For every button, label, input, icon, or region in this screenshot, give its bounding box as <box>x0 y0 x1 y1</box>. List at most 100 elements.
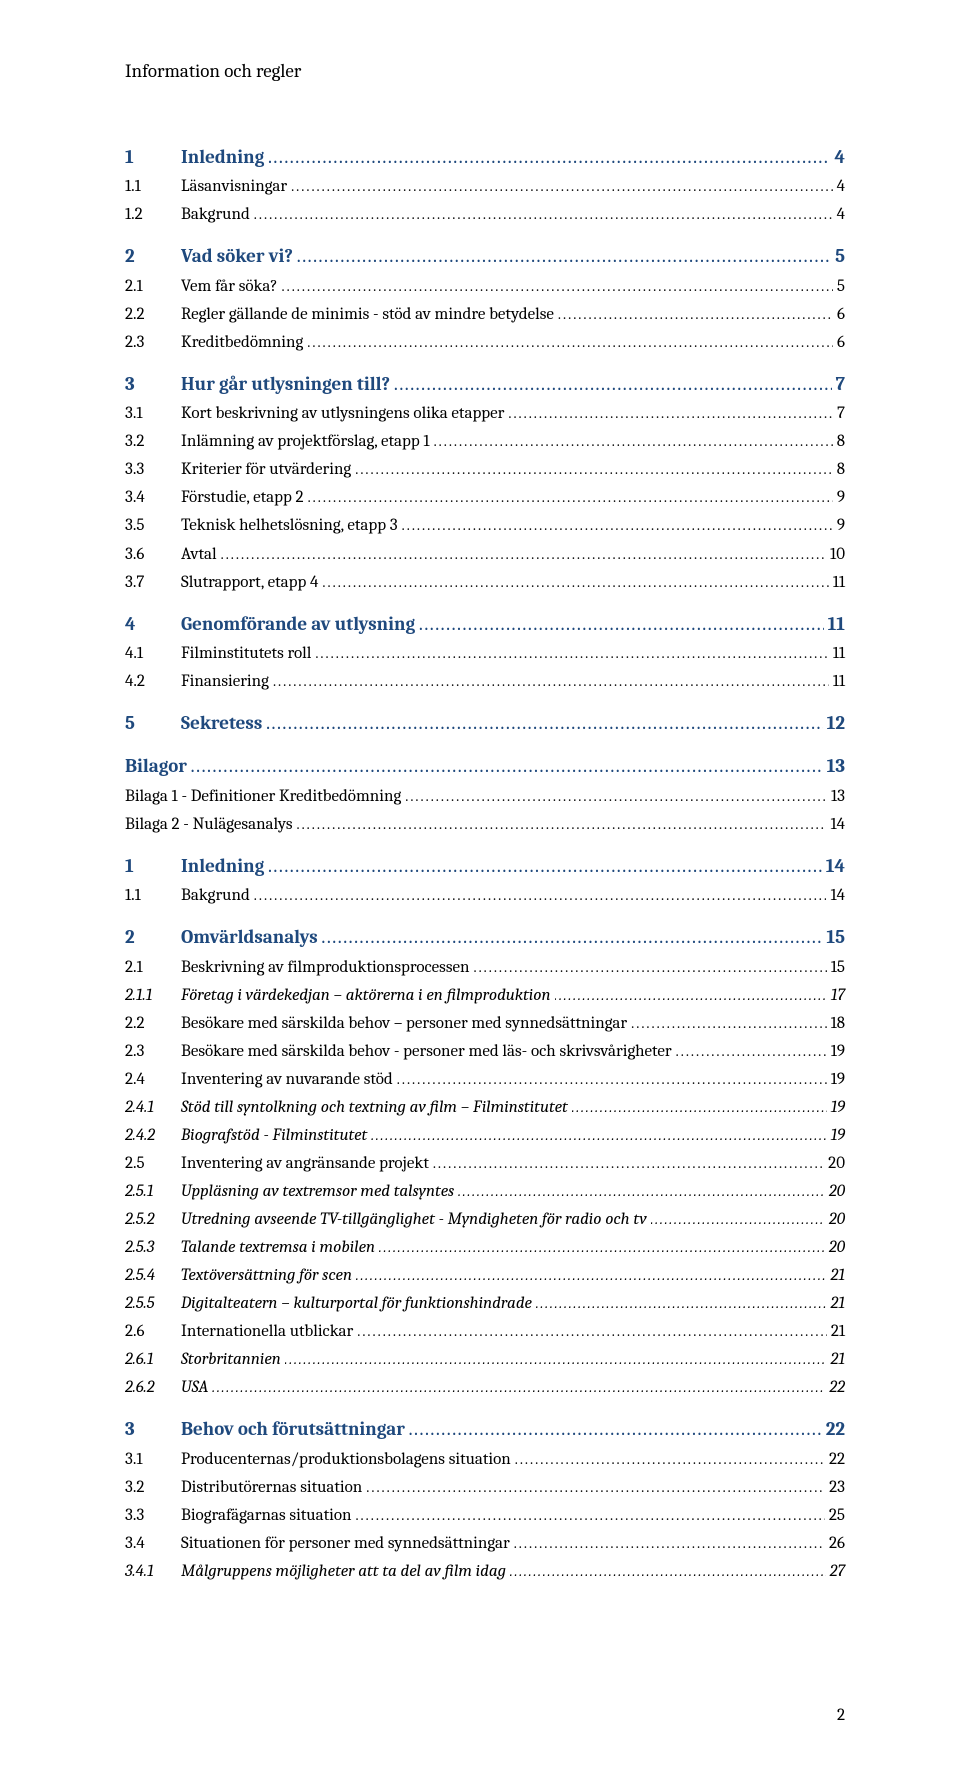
toc-leader-dots <box>307 330 833 355</box>
toc-entry: 3.1Kort beskrivning av utlysningens olik… <box>125 400 845 428</box>
toc-entry: 1.2Bakgrund4 <box>125 201 845 229</box>
toc-number: 2.5.4 <box>125 1262 181 1290</box>
toc-leader-dots <box>433 1151 824 1176</box>
toc-number: 4.1 <box>125 640 181 668</box>
toc-page: 8 <box>833 456 845 484</box>
toc-leader-dots <box>296 812 826 837</box>
toc-page: 13 <box>827 783 845 811</box>
toc-number: 1.2 <box>125 201 181 229</box>
toc-label: Besökare med särskilda behov – personer … <box>181 1010 631 1038</box>
toc-page: 25 <box>825 1502 845 1530</box>
toc-leader-dots <box>572 1095 827 1120</box>
toc-leader-dots <box>536 1291 827 1316</box>
toc-page: 18 <box>827 1010 845 1038</box>
toc-entry: 1.1Läsanvisningar4 <box>125 173 845 201</box>
toc-leader-dots <box>356 1263 826 1288</box>
toc-leader-dots <box>254 202 833 227</box>
toc-number: 2.5.1 <box>125 1178 181 1206</box>
toc-label: Vad söker vi? <box>181 241 297 272</box>
toc-page: 14 <box>826 882 845 910</box>
toc-leader-dots <box>322 926 823 951</box>
toc-entry: Bilagor13 <box>125 751 845 782</box>
toc-page: 17 <box>827 982 845 1010</box>
toc-page: 21 <box>826 1346 845 1374</box>
toc-label: Regler gällande de minimis - stöd av min… <box>181 301 558 329</box>
toc-page: 7 <box>832 369 845 400</box>
toc-entry: 3Hur går utlysningen till?7 <box>125 369 845 400</box>
toc-leader-dots <box>315 641 828 666</box>
toc-leader-dots <box>254 883 827 908</box>
toc-page: 10 <box>826 541 845 569</box>
toc-page: 20 <box>824 1150 845 1178</box>
toc-entry: 2Vad söker vi?5 <box>125 241 845 272</box>
toc-leader-dots <box>355 1503 824 1528</box>
toc-leader-dots <box>434 429 833 454</box>
toc-leader-dots <box>397 1067 827 1092</box>
toc-entry: 3.4.1Målgruppens möjligheter att ta del … <box>125 1558 845 1586</box>
toc-leader-dots <box>268 855 822 880</box>
toc-label: Internationella utblickar <box>181 1318 357 1346</box>
toc-entry: 4Genomförande av utlysning11 <box>125 609 845 640</box>
toc-entry: Bilaga 2 - Nulägesanalys14 <box>125 811 845 839</box>
toc-label: Talande textremsa i mobilen <box>181 1234 379 1262</box>
toc-number: 1 <box>125 851 181 882</box>
toc-page: 9 <box>833 512 845 540</box>
toc-number: 3.2 <box>125 1474 181 1502</box>
toc-entry: 2.1.1Företag i värdekedjan – aktörerna i… <box>125 982 845 1010</box>
toc-leader-dots <box>282 274 833 299</box>
toc-leader-dots <box>268 146 830 171</box>
toc-entry: 2Omvärldsanalys15 <box>125 922 845 953</box>
toc-entry: 2.4.2Biografstöd - Filminstitutet19 <box>125 1122 845 1150</box>
toc-label: Inventering av nuvarande stöd <box>181 1066 397 1094</box>
toc-number: 3.4 <box>125 1530 181 1558</box>
toc-entry: 3.1Producenternas/produktionsbolagens si… <box>125 1446 845 1474</box>
toc-entry: 1.1Bakgrund14 <box>125 882 845 910</box>
toc-label: Distributörernas situation <box>181 1474 366 1502</box>
toc-number: 2.2 <box>125 301 181 329</box>
toc-page: 21 <box>827 1318 845 1346</box>
toc-label: Uppläsning av textremsor med talsyntes <box>181 1178 458 1206</box>
toc-page: 22 <box>825 1374 845 1402</box>
toc-page: 14 <box>822 851 845 882</box>
toc-leader-dots <box>221 542 826 567</box>
toc-page: 4 <box>830 142 845 173</box>
toc-number: 1.1 <box>125 882 181 910</box>
toc-entry: 2.3Besökare med särskilda behov - person… <box>125 1038 845 1066</box>
toc-page: 7 <box>833 400 845 428</box>
toc-leader-dots <box>285 1347 827 1372</box>
toc-page: 9 <box>833 484 845 512</box>
toc-entry: 1Inledning14 <box>125 851 845 882</box>
toc-label: Bilaga 2 - Nulägesanalys <box>125 811 296 839</box>
toc-label: Textöversättning för scen <box>181 1262 356 1290</box>
toc-page: 19 <box>827 1066 845 1094</box>
toc-label: Behov och förutsättningar <box>181 1414 409 1445</box>
toc-label: Hur går utlysningen till? <box>181 369 394 400</box>
toc-number: 5 <box>125 708 181 739</box>
toc-label: Kort beskrivning av utlysningens olika e… <box>181 400 508 428</box>
toc-label: Läsanvisningar <box>181 173 291 201</box>
toc-label: Producenternas/produktionsbolagens situa… <box>181 1446 515 1474</box>
toc-leader-dots <box>508 401 833 426</box>
toc-entry: 3.7Slutrapport, etapp 411 <box>125 569 845 597</box>
toc-entry: 2.6.2USA22 <box>125 1374 845 1402</box>
toc-label: Bilaga 1 - Definitioner Kreditbedömning <box>125 783 405 811</box>
toc-entry: Bilaga 1 - Definitioner Kreditbedömning 1… <box>125 783 845 811</box>
toc-entry: 2.5Inventering av angränsande projekt20 <box>125 1150 845 1178</box>
toc-leader-dots <box>371 1123 826 1148</box>
toc-page: 11 <box>829 640 845 668</box>
table-of-contents: 1Inledning41.1Läsanvisningar41.2Bakgrund… <box>125 142 845 1586</box>
toc-label: Filminstitutets roll <box>181 640 315 668</box>
toc-number: 2.4.2 <box>125 1122 181 1150</box>
toc-entry: 3.3Biografägarnas situation25 <box>125 1502 845 1530</box>
page-number: 2 <box>837 1706 845 1725</box>
toc-page: 12 <box>823 708 845 739</box>
toc-number: 2.5.3 <box>125 1234 181 1262</box>
toc-label: Inventering av angränsande projekt <box>181 1150 433 1178</box>
toc-label: Företag i värdekedjan – aktörerna i en f… <box>181 982 555 1010</box>
toc-leader-dots <box>379 1235 825 1260</box>
toc-page: 4 <box>833 201 845 229</box>
toc-page: 15 <box>827 954 845 982</box>
toc-page: 8 <box>833 428 845 456</box>
toc-leader-dots <box>357 1319 827 1344</box>
toc-number: 1 <box>125 142 181 173</box>
